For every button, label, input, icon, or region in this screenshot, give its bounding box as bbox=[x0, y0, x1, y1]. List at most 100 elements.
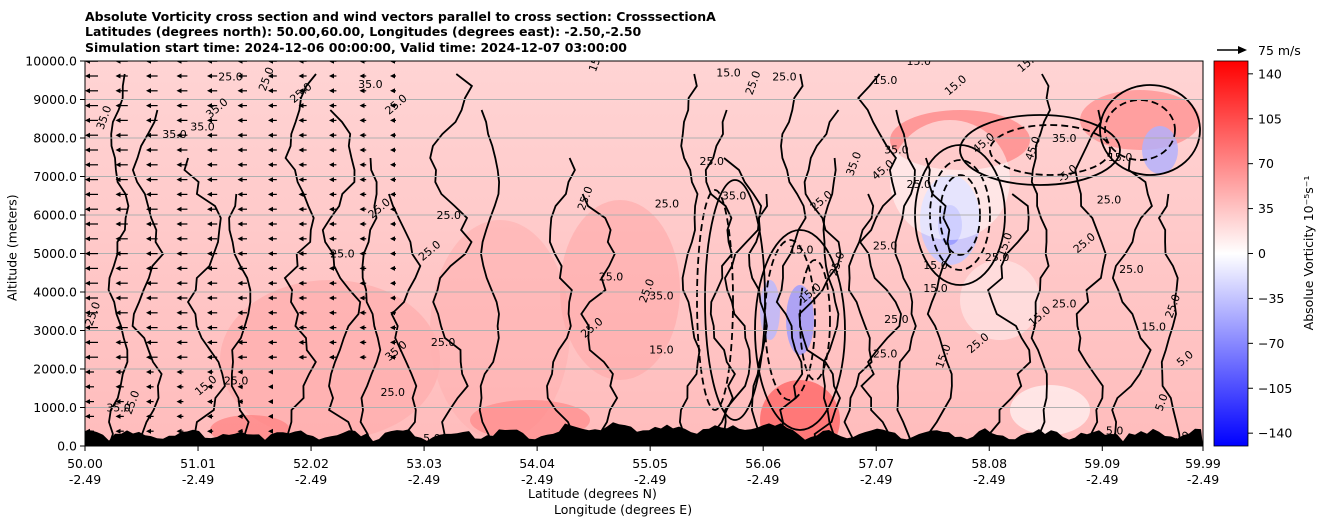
wind-vector-head bbox=[207, 339, 212, 345]
contour-line bbox=[748, 193, 769, 446]
contour-label: 35.0 bbox=[358, 78, 383, 91]
wind-vector-head bbox=[237, 221, 243, 227]
wind-vector-head bbox=[146, 428, 151, 434]
wind-vector-head bbox=[329, 339, 334, 345]
contour-label: 5.0 bbox=[423, 432, 441, 445]
contour-line bbox=[478, 109, 501, 446]
contour-label: 25.0 bbox=[985, 251, 1010, 264]
contour-label: 35.0 bbox=[106, 401, 131, 414]
wind-vector-head bbox=[268, 177, 273, 183]
wind-vector-head bbox=[146, 61, 151, 64]
wind-vector-head bbox=[390, 73, 395, 79]
wind-vector-head bbox=[237, 265, 243, 271]
wind-vector-head bbox=[237, 117, 243, 123]
wind-vector-head bbox=[207, 413, 212, 419]
x-tick-label-lon: -2.49 bbox=[634, 472, 666, 487]
wind-vector-head bbox=[207, 325, 212, 331]
wind-vector-head bbox=[207, 73, 212, 79]
wind-vector-head bbox=[85, 117, 90, 123]
wind-vector-head bbox=[268, 236, 273, 242]
wind-vector-head bbox=[268, 147, 273, 153]
wind-vector-head bbox=[146, 191, 151, 197]
wind-vector-head bbox=[359, 73, 365, 79]
wind-vector-head bbox=[237, 88, 243, 94]
wind-vector-head bbox=[359, 162, 365, 168]
x-axis-label-longitude: Longitude (degrees E) bbox=[554, 502, 693, 517]
wind-vector-head bbox=[176, 265, 182, 271]
contour-line bbox=[1157, 193, 1182, 446]
contour-line-negative bbox=[696, 189, 734, 411]
x-tick-label-lon: -2.49 bbox=[1187, 472, 1219, 487]
wind-vector-head bbox=[115, 221, 121, 227]
wind-vector-head bbox=[329, 177, 334, 183]
wind-vector-head bbox=[85, 61, 90, 64]
x-tick-label-lon: -2.49 bbox=[521, 472, 553, 487]
contour-label: 25.0 bbox=[381, 386, 406, 399]
wind-vector-head bbox=[115, 103, 121, 109]
colorbar-tick-label: −35 bbox=[1258, 291, 1284, 306]
wind-vector-head bbox=[85, 221, 90, 227]
wind-vector-head bbox=[115, 354, 121, 360]
wind-vector-head bbox=[176, 280, 182, 286]
wind-vector-head bbox=[268, 117, 273, 123]
colorbar-tick-label: 35 bbox=[1258, 201, 1274, 216]
wind-vector-head bbox=[85, 413, 90, 419]
contour-label: 15.0 bbox=[1119, 51, 1144, 64]
wind-vector-head bbox=[146, 265, 151, 271]
y-tick-label: 9000.0 bbox=[33, 92, 77, 107]
wind-vector-head bbox=[237, 191, 243, 197]
wind-vector-head bbox=[298, 310, 304, 316]
y-tick-label: 5000.0 bbox=[33, 246, 77, 261]
wind-vector-head bbox=[146, 354, 151, 360]
x-tick-label-lat: 55.05 bbox=[632, 456, 668, 471]
wind-vector-head bbox=[115, 206, 121, 212]
y-axis: 0.0 1000.0 2000.0 3000.0 4000.0 5000.0 6000.0 7… bbox=[25, 54, 85, 454]
wind-vector-head bbox=[390, 354, 395, 360]
wind-vector-head bbox=[146, 384, 151, 390]
wind-vector-head bbox=[298, 147, 304, 153]
contour-label: 25.0 bbox=[436, 209, 461, 222]
x-tick-label-lat: 50.00 bbox=[67, 456, 103, 471]
contour-line bbox=[228, 193, 252, 446]
wind-vector-head bbox=[176, 162, 182, 168]
contour-label: 25.0 bbox=[906, 178, 931, 191]
contour-line bbox=[754, 229, 846, 431]
wind-vector-head bbox=[115, 73, 121, 79]
wind-vector-head bbox=[207, 310, 212, 316]
wind-vector-head bbox=[176, 117, 182, 123]
wind-vector-head bbox=[115, 191, 121, 197]
wind-vector-head bbox=[115, 88, 121, 94]
wind-vector-head bbox=[176, 147, 182, 153]
wind-vector-head bbox=[359, 251, 365, 257]
wind-vector-head bbox=[359, 132, 365, 138]
wind-vector-head bbox=[359, 221, 365, 227]
x-tick-label-lat: 59.99 bbox=[1185, 456, 1221, 471]
wind-vector-head bbox=[207, 88, 212, 94]
x-tick-label-lat: 59.09 bbox=[1084, 456, 1120, 471]
wind-vector-head bbox=[268, 399, 273, 405]
wind-vector-head bbox=[115, 428, 121, 434]
y-tick-label: 10000.0 bbox=[25, 54, 77, 69]
x-tick-label-lon: -2.49 bbox=[408, 472, 440, 487]
wind-vector-head bbox=[85, 191, 90, 197]
wind-vector-head bbox=[85, 428, 90, 434]
wind-vector-head bbox=[268, 132, 273, 138]
wind-vector-head bbox=[146, 295, 151, 301]
wind-vector-head bbox=[329, 132, 334, 138]
contour-label: 25.0 bbox=[431, 336, 456, 349]
x-tick-label-lat: 53.03 bbox=[406, 456, 442, 471]
field-patch bbox=[1080, 90, 1200, 150]
wind-vector-head bbox=[115, 177, 121, 183]
wind-vectors bbox=[85, 61, 396, 434]
contour-line bbox=[704, 179, 766, 421]
wind-vector-head bbox=[176, 399, 182, 405]
wind-vector-head bbox=[146, 280, 151, 286]
wind-vector-head bbox=[176, 295, 182, 301]
field-patch bbox=[960, 260, 1040, 340]
wind-vector-head bbox=[85, 325, 90, 331]
wind-vector-head bbox=[359, 117, 365, 123]
wind-vector-head bbox=[359, 280, 365, 286]
x-tick-label-lat: 56.06 bbox=[745, 456, 781, 471]
wind-vector-head bbox=[329, 280, 334, 286]
contour-label: 5.0 bbox=[1153, 392, 1171, 413]
